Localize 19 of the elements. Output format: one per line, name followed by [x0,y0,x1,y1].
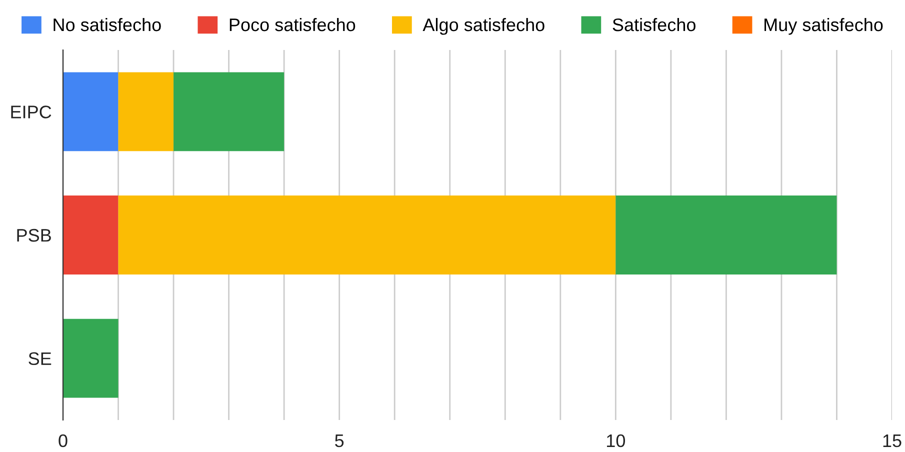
bar [63,72,118,152]
bar [63,196,118,274]
legend-label: Algo satisfecho [422,18,544,35]
bar [616,196,837,274]
y-tick-label: SE [28,352,52,366]
x-tick-label: 15 [883,434,902,448]
bar [118,196,616,274]
y-tick-label: PSB [17,228,51,242]
y-tick-label: EIPC [11,106,52,118]
bar [63,318,118,398]
x-tick-label: 0 [58,434,68,448]
bar [174,72,284,152]
legend-label: No satisfecho [54,18,161,32]
legend-label: Poco satisfecho [230,18,356,32]
legend-label: Satisfecho [612,18,696,32]
x-tick-label: 10 [607,434,626,448]
bar [118,72,174,152]
legend-label: Muy satisfecho [764,18,883,35]
x-tick-label: 5 [335,434,344,448]
